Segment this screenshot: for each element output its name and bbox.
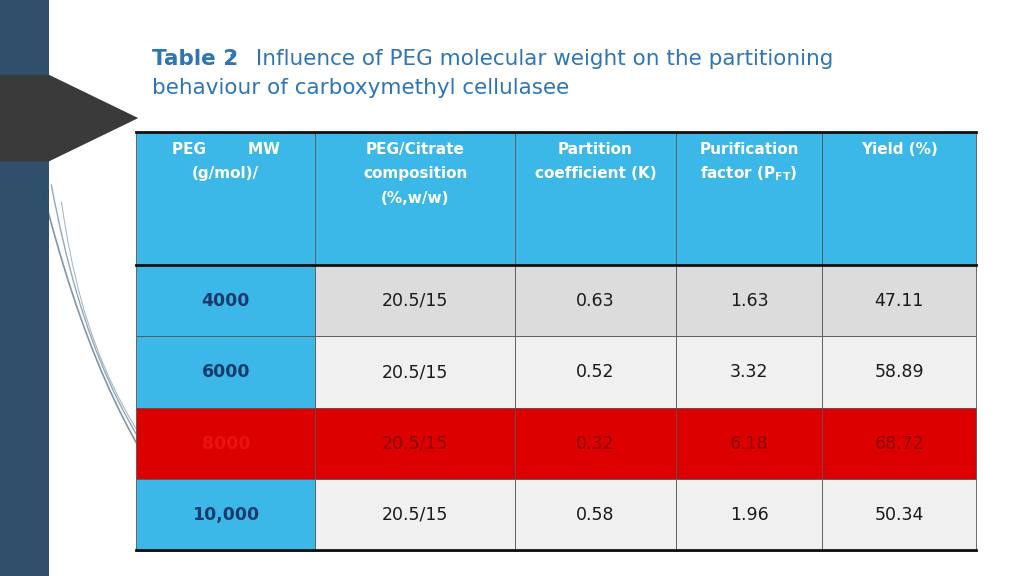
Text: 47.11: 47.11 bbox=[874, 291, 924, 310]
Bar bbox=[822, 265, 976, 336]
Bar bbox=[515, 132, 676, 265]
Bar bbox=[136, 408, 315, 479]
Text: PEG        MW: PEG MW bbox=[172, 142, 280, 157]
Text: PEG/Citrate: PEG/Citrate bbox=[366, 142, 465, 157]
Text: Purification: Purification bbox=[699, 142, 799, 157]
Text: 0.63: 0.63 bbox=[577, 291, 614, 310]
Bar bbox=[822, 408, 976, 479]
Bar bbox=[515, 336, 676, 408]
Text: 6000: 6000 bbox=[202, 363, 250, 381]
Bar bbox=[822, 336, 976, 408]
Text: 0.32: 0.32 bbox=[577, 434, 614, 453]
Bar bbox=[136, 336, 315, 408]
Bar bbox=[822, 132, 976, 265]
Bar bbox=[515, 265, 676, 336]
Text: 0.52: 0.52 bbox=[577, 363, 614, 381]
Text: (g/mol)/: (g/mol)/ bbox=[193, 166, 259, 181]
Bar bbox=[315, 265, 515, 336]
Bar bbox=[136, 265, 315, 336]
Bar bbox=[0, 0, 49, 576]
Bar bbox=[676, 479, 822, 551]
Text: 1.96: 1.96 bbox=[730, 506, 768, 524]
Text: behaviour of carboxymethyl cellulasee: behaviour of carboxymethyl cellulasee bbox=[152, 78, 568, 98]
Bar bbox=[515, 479, 676, 551]
Text: :   Influence of PEG molecular weight on the partitioning: : Influence of PEG molecular weight on t… bbox=[228, 49, 834, 69]
Text: Yield (%): Yield (%) bbox=[861, 142, 937, 157]
Text: 8000: 8000 bbox=[202, 434, 250, 453]
Polygon shape bbox=[0, 75, 138, 161]
Text: 50.34: 50.34 bbox=[874, 506, 924, 524]
Text: (%,w/w): (%,w/w) bbox=[381, 191, 450, 206]
Bar bbox=[676, 408, 822, 479]
Text: 20.5/15: 20.5/15 bbox=[382, 363, 449, 381]
Bar bbox=[315, 408, 515, 479]
Text: 20.5/15: 20.5/15 bbox=[382, 506, 449, 524]
Bar bbox=[136, 479, 315, 551]
Text: 4000: 4000 bbox=[202, 291, 250, 310]
Bar bbox=[515, 408, 676, 479]
Bar bbox=[676, 265, 822, 336]
Bar bbox=[822, 479, 976, 551]
Text: Partition: Partition bbox=[558, 142, 633, 157]
Text: coefficient (K): coefficient (K) bbox=[535, 166, 656, 181]
Text: 68.72: 68.72 bbox=[874, 434, 924, 453]
Bar bbox=[676, 132, 822, 265]
Bar bbox=[676, 336, 822, 408]
Text: Table 2: Table 2 bbox=[152, 49, 238, 69]
Text: 20.5/15: 20.5/15 bbox=[382, 434, 449, 453]
Text: factor (P$_{\mathbf{FT}}$): factor (P$_{\mathbf{FT}}$) bbox=[700, 165, 798, 183]
Text: 0.58: 0.58 bbox=[577, 506, 614, 524]
Bar bbox=[315, 132, 515, 265]
Text: 6.18: 6.18 bbox=[730, 434, 768, 453]
Text: 20.5/15: 20.5/15 bbox=[382, 291, 449, 310]
Text: 3.32: 3.32 bbox=[730, 363, 768, 381]
Text: composition: composition bbox=[364, 166, 467, 181]
Bar bbox=[136, 132, 315, 265]
Bar bbox=[315, 479, 515, 551]
Text: 58.89: 58.89 bbox=[874, 363, 924, 381]
Text: 10,000: 10,000 bbox=[193, 506, 259, 524]
Text: 1.63: 1.63 bbox=[730, 291, 768, 310]
Bar bbox=[315, 336, 515, 408]
